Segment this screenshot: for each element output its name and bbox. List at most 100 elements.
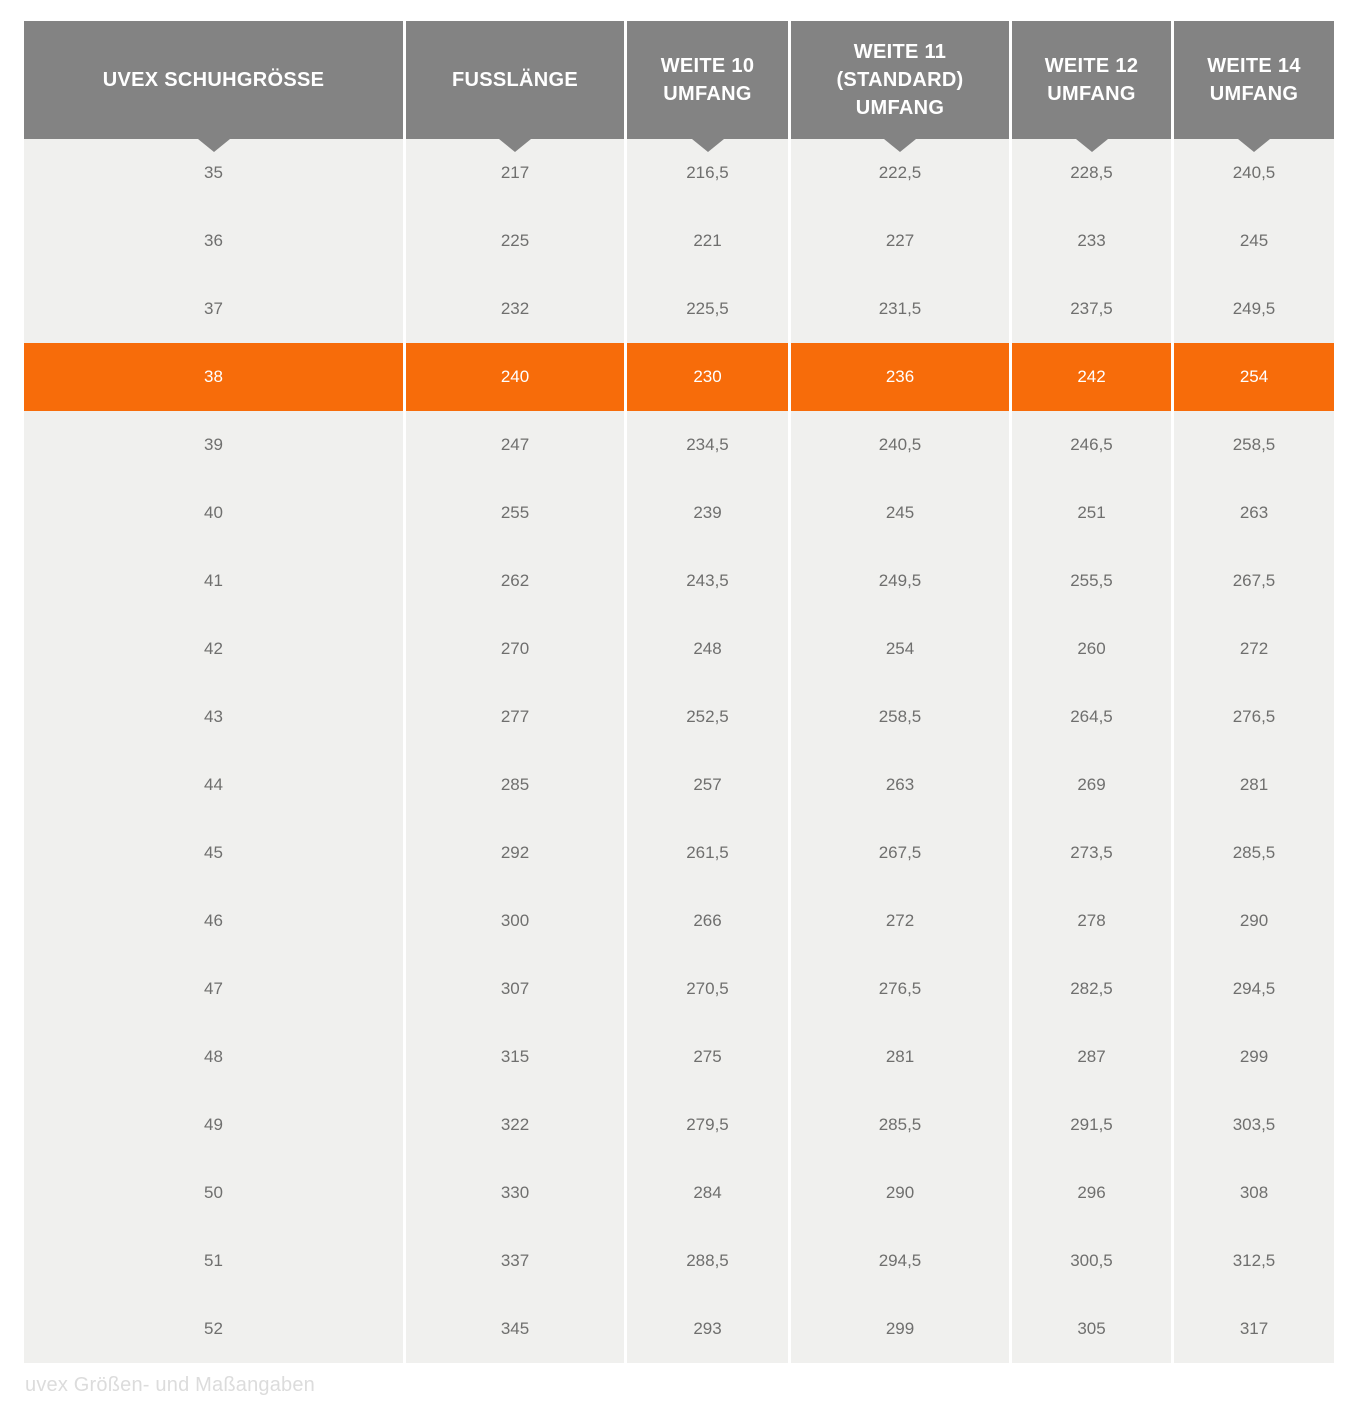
cell: 263: [791, 751, 1009, 819]
cell: 307: [406, 955, 624, 1023]
cell: 282,5: [1012, 955, 1171, 1023]
cell: 48: [24, 1023, 403, 1091]
cell: 37: [24, 275, 403, 343]
cell: 264,5: [1012, 683, 1171, 751]
cell: 254: [791, 615, 1009, 683]
cell: 315: [406, 1023, 624, 1091]
column-header-5: WEITE 12 UMFANG: [1012, 21, 1171, 139]
cell: 41: [24, 547, 403, 615]
cell: 276,5: [791, 955, 1009, 1023]
cell: 36: [24, 207, 403, 275]
cell: 293: [627, 1295, 788, 1363]
cell: 308: [1174, 1159, 1334, 1227]
column-header-1: UVEX SCHUHGRÖSSE: [24, 21, 403, 139]
cell: 225: [406, 207, 624, 275]
cell: 225,5: [627, 275, 788, 343]
cell: 266: [627, 887, 788, 955]
cell: 290: [791, 1159, 1009, 1227]
cell: 262: [406, 547, 624, 615]
cell: 290: [1174, 887, 1334, 955]
table-caption: uvex Größen- und Maßangaben: [25, 1374, 316, 1396]
table-row: 52 345 293 299 305 317: [24, 1295, 1334, 1363]
cell: 245: [1174, 207, 1334, 275]
cell: 221: [627, 207, 788, 275]
cell: 51: [24, 1227, 403, 1295]
cell: 245: [791, 479, 1009, 547]
cell: 284: [627, 1159, 788, 1227]
cell: 275: [627, 1023, 788, 1091]
cell: 305: [1012, 1295, 1171, 1363]
cell: 247: [406, 411, 624, 479]
cell: 49: [24, 1091, 403, 1159]
cell: 230: [627, 343, 788, 411]
cell: 228,5: [1012, 139, 1171, 207]
cell: 240: [406, 343, 624, 411]
column-header-2: FUSSLÄNGE: [406, 21, 624, 139]
cell: 52: [24, 1295, 403, 1363]
cell: 246,5: [1012, 411, 1171, 479]
cell: 39: [24, 411, 403, 479]
cell: 251: [1012, 479, 1171, 547]
cell: 252,5: [627, 683, 788, 751]
cell: 45: [24, 819, 403, 887]
cell: 42: [24, 615, 403, 683]
column-header-3: WEITE 10 UMFANG: [627, 21, 788, 139]
cell: 270,5: [627, 955, 788, 1023]
cell: 317: [1174, 1295, 1334, 1363]
cell: 281: [791, 1023, 1009, 1091]
table-body: 35 217 216,5 222,5 228,5 240,5 36 225 221 227 233 2…: [24, 139, 1334, 1363]
cell: 43: [24, 683, 403, 751]
cell: 303,5: [1174, 1091, 1334, 1159]
cell: 300,5: [1012, 1227, 1171, 1295]
cell: 239: [627, 479, 788, 547]
cell: 270: [406, 615, 624, 683]
column-header-4: WEITE 11 (STANDARD) UMFANG: [791, 21, 1009, 139]
table-row: 39 247 234,5 240,5 246,5 258,5: [24, 411, 1334, 479]
cell: 233: [1012, 207, 1171, 275]
table-row: 44 285 257 263 269 281: [24, 751, 1334, 819]
cell: 272: [791, 887, 1009, 955]
cell: 263: [1174, 479, 1334, 547]
cell: 278: [1012, 887, 1171, 955]
cell: 272: [1174, 615, 1334, 683]
cell: 47: [24, 955, 403, 1023]
table-row: 45 292 261,5 267,5 273,5 285,5: [24, 819, 1334, 887]
cell: 294,5: [1174, 955, 1334, 1023]
cell: 232: [406, 275, 624, 343]
cell: 240,5: [791, 411, 1009, 479]
cell: 255,5: [1012, 547, 1171, 615]
cell: 296: [1012, 1159, 1171, 1227]
cell: 345: [406, 1295, 624, 1363]
table-row: 41 262 243,5 249,5 255,5 267,5: [24, 547, 1334, 615]
cell: 227: [791, 207, 1009, 275]
cell: 257: [627, 751, 788, 819]
table-row: 36 225 221 227 233 245: [24, 207, 1334, 275]
cell: 337: [406, 1227, 624, 1295]
cell: 300: [406, 887, 624, 955]
cell: 249,5: [791, 547, 1009, 615]
table-row: 48 315 275 281 287 299: [24, 1023, 1334, 1091]
cell: 242: [1012, 343, 1171, 411]
cell: 255: [406, 479, 624, 547]
cell: 44: [24, 751, 403, 819]
cell: 46: [24, 887, 403, 955]
cell: 273,5: [1012, 819, 1171, 887]
cell: 299: [791, 1295, 1009, 1363]
cell: 267,5: [1174, 547, 1334, 615]
cell: 243,5: [627, 547, 788, 615]
column-header-6: WEITE 14 UMFANG: [1174, 21, 1334, 139]
table-header-row: UVEX SCHUHGRÖSSE FUSSLÄNGE WEITE 10 UMFANG…: [24, 21, 1334, 139]
cell: 312,5: [1174, 1227, 1334, 1295]
cell: 285,5: [791, 1091, 1009, 1159]
table-row: 46 300 266 272 278 290: [24, 887, 1334, 955]
cell: 281: [1174, 751, 1334, 819]
table-row: 43 277 252,5 258,5 264,5 276,5: [24, 683, 1334, 751]
table-row: 40 255 239 245 251 263: [24, 479, 1334, 547]
cell: 234,5: [627, 411, 788, 479]
cell: 267,5: [791, 819, 1009, 887]
cell: 260: [1012, 615, 1171, 683]
table-row: 49 322 279,5 285,5 291,5 303,5: [24, 1091, 1334, 1159]
cell: 269: [1012, 751, 1171, 819]
cell: 322: [406, 1091, 624, 1159]
cell: 287: [1012, 1023, 1171, 1091]
